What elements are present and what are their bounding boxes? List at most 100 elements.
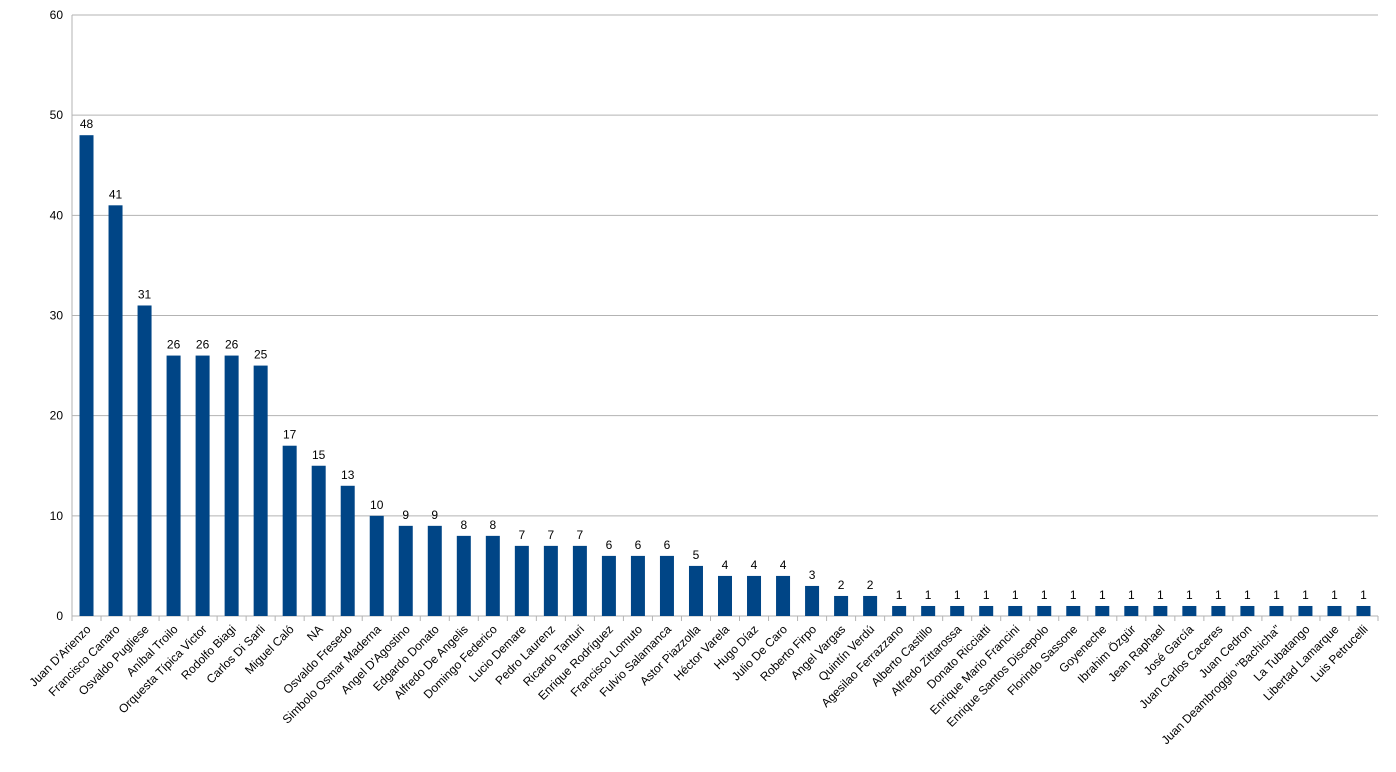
bar — [1298, 605, 1313, 616]
data-label: 8 — [460, 518, 467, 532]
bar — [369, 515, 384, 616]
data-label: 2 — [838, 578, 845, 592]
data-label: 10 — [370, 498, 384, 512]
bar — [1153, 605, 1168, 616]
data-label: 2 — [867, 578, 874, 592]
bar — [718, 575, 732, 616]
data-label: 7 — [519, 528, 526, 542]
data-label: 1 — [1099, 588, 1106, 602]
data-label: 1 — [1186, 588, 1193, 602]
y-tick-label: 20 — [50, 409, 64, 423]
bar — [892, 605, 907, 616]
data-label: 9 — [402, 508, 409, 522]
bar — [108, 205, 123, 617]
data-label: 1 — [1244, 588, 1251, 602]
y-tick-label: 30 — [50, 309, 64, 323]
bar — [340, 485, 355, 616]
bar — [834, 595, 849, 616]
bar — [1066, 605, 1081, 616]
bar — [1269, 605, 1284, 616]
data-label: 6 — [664, 538, 671, 552]
x-tick-label: NA — [304, 622, 326, 644]
data-label: 1 — [1012, 588, 1019, 602]
bar — [514, 545, 529, 616]
bar — [398, 525, 413, 616]
data-label: 26 — [196, 338, 210, 352]
data-label: 7 — [548, 528, 555, 542]
data-label: 9 — [431, 508, 438, 522]
bar — [1211, 605, 1226, 616]
bar — [195, 355, 210, 616]
bar — [1182, 605, 1197, 616]
data-label: 41 — [109, 187, 123, 201]
data-label: 6 — [606, 538, 613, 552]
bar — [630, 555, 645, 616]
bar — [253, 365, 268, 616]
bar — [456, 535, 471, 616]
bar — [979, 605, 994, 616]
bar — [747, 575, 762, 616]
bar — [1095, 605, 1110, 616]
data-label: 48 — [80, 117, 94, 131]
data-label: 1 — [1215, 588, 1222, 602]
bar — [282, 445, 297, 616]
data-label: 25 — [254, 348, 268, 362]
y-tick-label: 40 — [50, 208, 64, 222]
data-label: 1 — [1273, 588, 1280, 602]
y-tick-label: 10 — [50, 509, 64, 523]
bar — [79, 135, 94, 616]
bar — [1124, 605, 1139, 616]
data-label: 3 — [809, 568, 816, 582]
data-label: 8 — [489, 518, 496, 532]
data-label: 1 — [1128, 588, 1135, 602]
y-tick-label: 50 — [50, 108, 64, 122]
data-label: 4 — [751, 558, 758, 572]
bar — [543, 545, 558, 616]
bar — [1356, 605, 1371, 616]
bar — [659, 555, 674, 616]
data-label: 1 — [896, 588, 903, 602]
bar — [572, 545, 587, 616]
data-label: 5 — [693, 548, 700, 562]
bar — [950, 605, 965, 616]
bar — [688, 565, 703, 616]
bar — [1008, 605, 1023, 616]
bar — [921, 605, 936, 616]
data-label: 31 — [138, 287, 152, 301]
bar — [863, 595, 878, 616]
bar — [776, 575, 791, 616]
data-label: 1 — [1041, 588, 1048, 602]
data-label: 17 — [283, 428, 297, 442]
bar — [224, 355, 239, 616]
bar — [166, 355, 181, 616]
bar — [1037, 605, 1052, 616]
bar — [485, 535, 500, 616]
data-label: 26 — [167, 338, 181, 352]
bar — [137, 305, 152, 616]
data-label: 1 — [1331, 588, 1338, 602]
bar — [427, 525, 442, 616]
bar — [1327, 605, 1342, 616]
bar — [805, 585, 820, 616]
data-label: 1 — [925, 588, 932, 602]
data-label: 15 — [312, 448, 326, 462]
bar — [601, 555, 616, 616]
data-label: 6 — [635, 538, 642, 552]
data-label: 1 — [954, 588, 961, 602]
bar — [1240, 605, 1255, 616]
data-label: 1 — [1302, 588, 1309, 602]
data-label: 1 — [1157, 588, 1164, 602]
data-label: 13 — [341, 468, 355, 482]
y-tick-label: 60 — [50, 8, 64, 22]
data-label: 4 — [722, 558, 729, 572]
data-label: 7 — [577, 528, 584, 542]
data-label: 4 — [780, 558, 787, 572]
data-label: 1 — [1360, 588, 1367, 602]
bar — [311, 465, 326, 616]
y-tick-label: 0 — [56, 609, 63, 623]
data-label: 1 — [983, 588, 990, 602]
data-label: 26 — [225, 338, 239, 352]
data-label: 1 — [1070, 588, 1077, 602]
